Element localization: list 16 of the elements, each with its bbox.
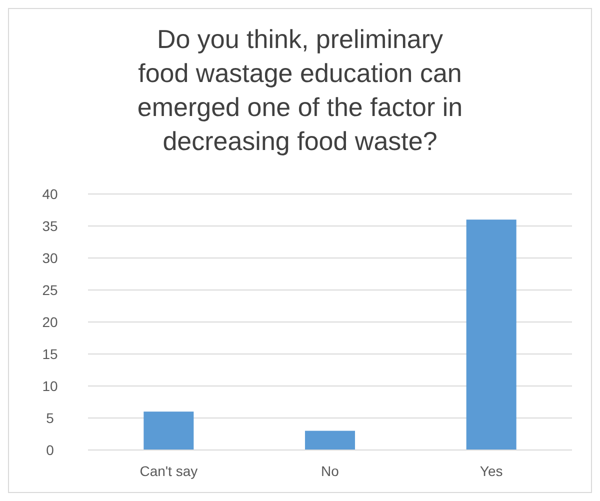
- y-tick-label: 5: [46, 410, 54, 426]
- x-tick-label: Can't say: [140, 463, 198, 479]
- y-tick-label: 0: [46, 442, 54, 458]
- y-tick-label: 30: [42, 250, 58, 266]
- y-tick-label: 15: [42, 346, 58, 362]
- chart-title: Do you think, preliminary food wastage education can emerged one of the factor in decreasing food waste?: [137, 24, 463, 156]
- bar: [144, 412, 194, 450]
- x-tick-label: Yes: [480, 463, 503, 479]
- bar: [466, 220, 516, 450]
- x-tick-label: No: [321, 463, 340, 479]
- bar: [304, 430, 356, 450]
- y-tick-label: 25: [42, 282, 58, 298]
- y-tick-label: 10: [42, 378, 58, 394]
- y-tick-label: 40: [42, 186, 58, 202]
- y-tick-label: 20: [42, 314, 58, 330]
- y-tick-label: 35: [42, 218, 58, 234]
